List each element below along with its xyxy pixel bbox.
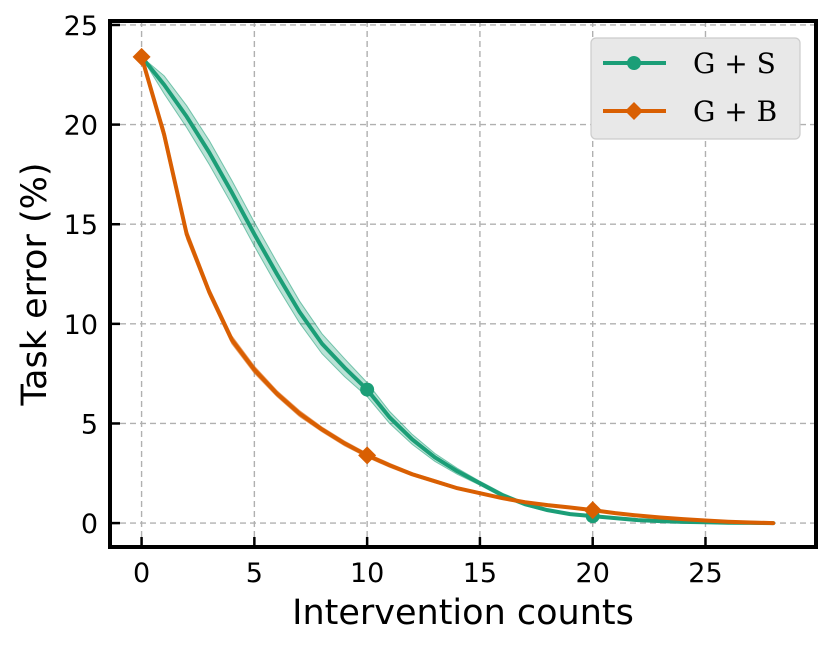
line-g-s [139, 54, 776, 526]
grid [110, 21, 816, 547]
y-tick-label: 20 [64, 111, 98, 142]
legend-label-g-s: G + S [693, 47, 776, 80]
y-tick-label: 15 [64, 210, 98, 241]
series-lines [139, 54, 776, 526]
line-g-b [139, 54, 776, 526]
plot-frame [108, 19, 818, 549]
legend-marker-g-s [627, 56, 641, 70]
y-axis-title: Task error (%) [15, 162, 55, 406]
x-axis-title: Intervention counts [292, 593, 634, 633]
point-g-s [360, 382, 375, 397]
x-tick-label: 5 [246, 558, 263, 589]
y-tick-label: 5 [81, 409, 98, 440]
legend-marker-g-b [625, 102, 643, 120]
x-tick-label: 15 [463, 558, 497, 589]
point-g-b [132, 47, 151, 66]
y-tick-label: 10 [64, 310, 98, 341]
point-g-b [358, 446, 377, 465]
series-markers [132, 47, 602, 524]
y-tick-label: 25 [64, 11, 98, 42]
x-tick-label: 0 [133, 558, 150, 589]
legend-label-g-b: G + B [693, 95, 777, 128]
point-g-b [583, 501, 602, 520]
axis-ticks: 0 5 10 15 20 25 0 5 10 15 20 25 [64, 11, 723, 589]
y-tick-label: 0 [81, 509, 98, 540]
x-tick-label: 10 [350, 558, 384, 589]
legend: G + S G + B [590, 37, 801, 140]
x-tick-label: 25 [688, 558, 722, 589]
x-tick-label: 20 [576, 558, 610, 589]
